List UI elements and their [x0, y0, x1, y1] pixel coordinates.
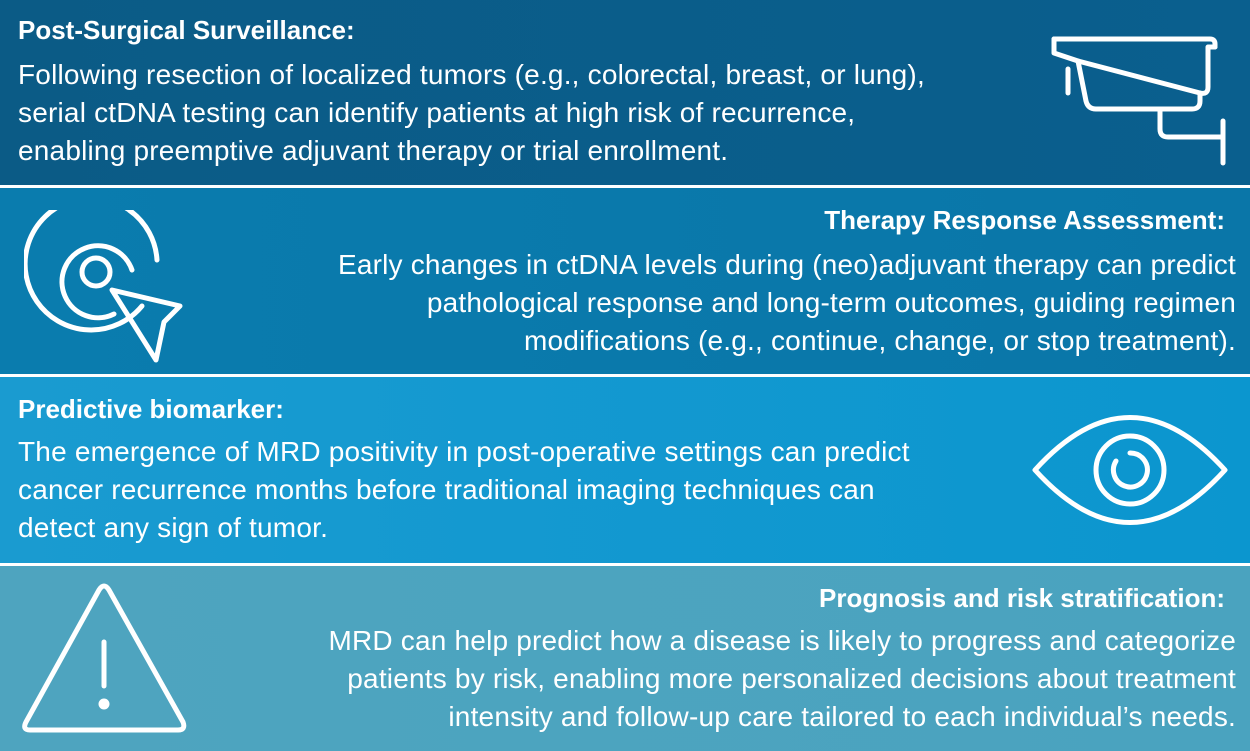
- post-surgical-surveillance-panel: Post-Surgical Surveillance: Following re…: [0, 0, 1250, 185]
- predictive-biomarker-panel: Predictive biomarker: The emergence of M…: [0, 377, 1250, 563]
- section-body: MRD can help predict how a disease is li…: [328, 622, 1236, 736]
- section-title: Therapy Response Assessment:: [824, 205, 1225, 235]
- body-line: modifications (e.g., continue, change, o…: [524, 325, 1236, 356]
- body-line: intensity and follow-up care tailored to…: [448, 701, 1236, 732]
- section-body: Early changes in ctDNA levels during (ne…: [338, 246, 1236, 360]
- therapy-response-panel: Therapy Response Assessment: Early chang…: [0, 188, 1250, 374]
- section-body: Following resection of localized tumors …: [18, 56, 925, 170]
- body-line: Following resection of localized tumors …: [18, 59, 925, 90]
- eye-icon: [1030, 405, 1230, 535]
- body-line: The emergence of MRD positivity in post-…: [18, 436, 910, 467]
- section-title: Prognosis and risk stratification:: [819, 583, 1225, 613]
- warning-triangle-icon: [20, 582, 190, 737]
- body-line: patients by risk, enabling more personal…: [347, 663, 1236, 694]
- body-line: cancer recurrence months before traditio…: [18, 474, 875, 505]
- prognosis-panel: Prognosis and risk stratification: MRD c…: [0, 566, 1250, 751]
- body-line: detect any sign of tumor.: [18, 512, 329, 543]
- body-line: MRD can help predict how a disease is li…: [328, 625, 1236, 656]
- body-line: Early changes in ctDNA levels during (ne…: [337, 249, 1236, 280]
- section-title: Predictive biomarker:: [18, 394, 284, 424]
- section-body: The emergence of MRD positivity in post-…: [18, 433, 910, 547]
- body-line: enabling preemptive adjuvant therapy or …: [18, 135, 729, 166]
- body-line: serial ctDNA testing can identify patien…: [18, 97, 856, 128]
- target-cursor-icon: [24, 210, 194, 370]
- body-line: pathological response and long-term outc…: [426, 287, 1236, 318]
- section-title: Post-Surgical Surveillance:: [18, 15, 355, 45]
- security-camera-icon: [1040, 25, 1240, 175]
